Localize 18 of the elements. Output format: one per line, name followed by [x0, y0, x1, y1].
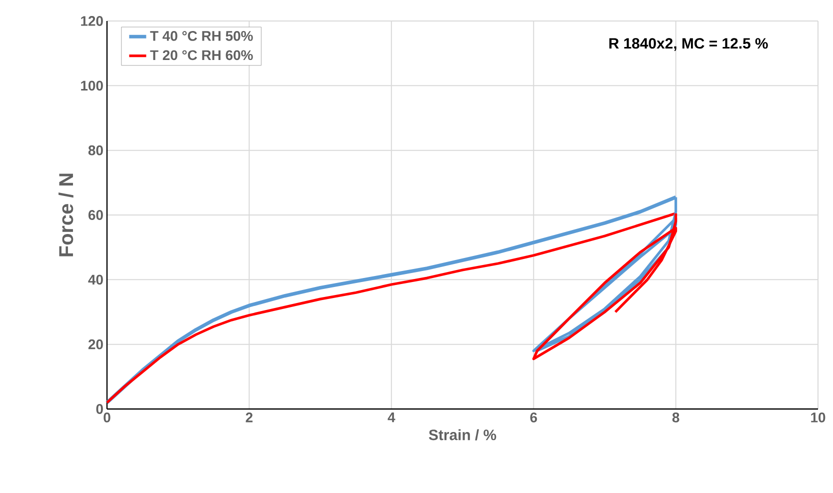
x-tick-label: 4	[388, 412, 396, 422]
y-axis-title: Force / N	[58, 174, 74, 256]
x-tick-label: 0	[104, 412, 110, 422]
legend-label: T 40 °C RH 50%	[150, 30, 253, 41]
legend-label: T 20 °C RH 60%	[150, 50, 253, 60]
y-tick-label: 100	[81, 80, 103, 91]
y-tick-label: 120	[81, 16, 103, 26]
x-tick-label: 8	[672, 412, 680, 422]
annotation: R 1840x2, MC = 12.5 %	[609, 38, 768, 51]
x-tick-label: 10	[811, 412, 826, 422]
y-tick-label: 0	[96, 404, 103, 414]
y-tick-label: 40	[88, 274, 103, 285]
y-tick-label: 20	[88, 339, 103, 350]
x-tick-label: 2	[246, 412, 253, 422]
y-tick-label: 80	[88, 145, 103, 156]
x-axis-title: Strain / %	[428, 429, 496, 440]
x-tick-label: 6	[530, 412, 537, 422]
y-tick-label: 60	[88, 210, 103, 220]
